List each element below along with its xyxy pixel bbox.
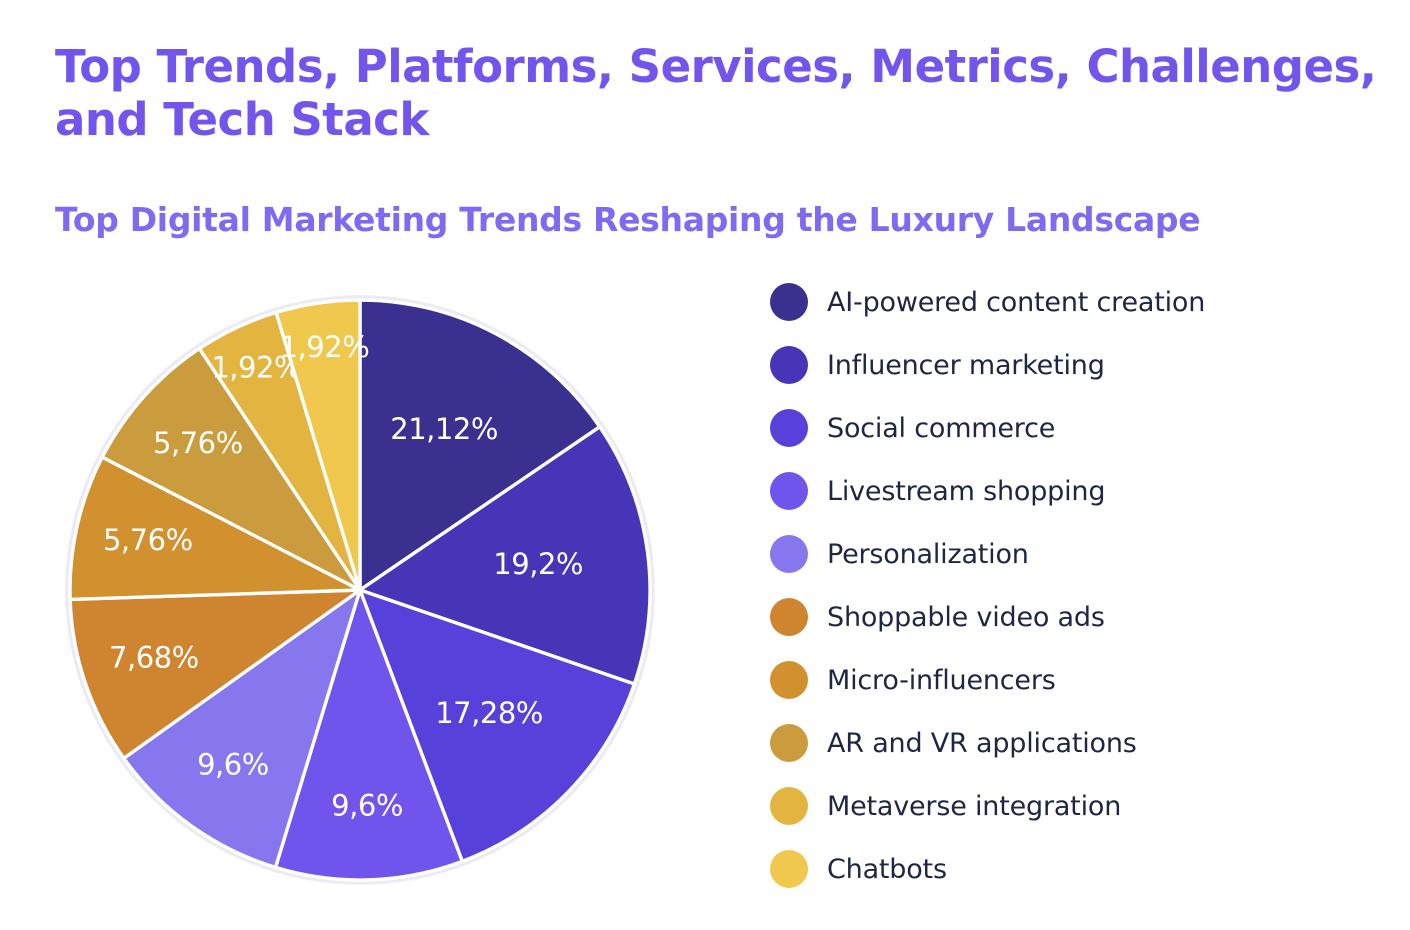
pie-slice-6 (68, 455, 362, 602)
legend-label: Shoppable video ads (827, 601, 1105, 633)
legend-dot-icon (770, 850, 808, 888)
pie-slice-9 (274, 298, 362, 592)
pie-slice-label-4: 9,6% (197, 748, 269, 782)
legend-dot-icon (770, 346, 808, 384)
legend-item-9: Chatbots (770, 850, 1205, 888)
legend-item-7: AR and VR applications (770, 724, 1205, 762)
pie-slice-label-2: 17,28% (435, 696, 543, 730)
pie-slice-label-9: 1,92% (280, 330, 370, 364)
chart-legend: AI-powered content creation Influencer ma… (770, 283, 1205, 913)
legend-dot-icon (770, 472, 808, 510)
pie-chart: 21,12% 19,2% 17,28% 9,6% 9,6% 7,68% 5,76% 5,76%… (65, 295, 655, 885)
chart-subtitle: Top Digital Marketing Trends Reshaping t… (55, 200, 1201, 239)
pie-chart-container: 21,12% 19,2% 17,28% 9,6% 9,6% 7,68% 5,76% 5,76%… (41, 271, 679, 909)
legend-label: Metaverse integration (827, 790, 1122, 822)
legend-dot-icon (770, 598, 808, 636)
legend-item-2: Social commerce (770, 409, 1205, 447)
pie-slice-label-1: 19,2% (493, 547, 583, 581)
legend-item-3: Livestream shopping (770, 472, 1205, 510)
pie-slice-label-6: 5,76% (103, 523, 193, 557)
legend-dot-icon (770, 724, 808, 762)
pie-slice-5 (68, 588, 362, 760)
legend-item-6: Micro-influencers (770, 661, 1205, 699)
pie-slice-0 (358, 298, 602, 592)
legend-item-4: Personalization (770, 535, 1205, 573)
pie-slice-label-3: 9,6% (331, 788, 403, 822)
pie-slice-label-7: 5,76% (153, 426, 243, 460)
legend-label: Influencer marketing (827, 349, 1105, 381)
page-title: Top Trends, Platforms, Services, Metrics… (55, 40, 1377, 147)
pie-slice-label-8: 1,92% (211, 351, 301, 385)
pie-slice-1 (358, 425, 652, 686)
pie-slice-4 (122, 588, 362, 870)
legend-item-0: AI-powered content creation (770, 283, 1205, 321)
page-title-line2: and Tech Stack (55, 93, 429, 147)
pie-slice-2 (358, 588, 637, 864)
legend-dot-icon (770, 787, 808, 825)
legend-label: Micro-influencers (827, 664, 1056, 696)
page-title-line1: Top Trends, Platforms, Services, Metrics… (55, 40, 1377, 93)
legend-label: Social commerce (827, 412, 1056, 444)
pie-slice-3 (273, 588, 464, 882)
legend-dot-icon (770, 283, 808, 321)
legend-label: Chatbots (827, 853, 947, 885)
pie-slice-label-5: 7,68% (109, 641, 199, 675)
legend-dot-icon (770, 661, 808, 699)
legend-label: Personalization (827, 538, 1029, 570)
legend-label: AR and VR applications (827, 727, 1137, 759)
legend-label: Livestream shopping (827, 475, 1106, 507)
legend-dot-icon (770, 409, 808, 447)
pie-slice-7 (100, 346, 362, 592)
legend-dot-icon (770, 535, 808, 573)
legend-item-1: Influencer marketing (770, 346, 1205, 384)
legend-label: AI-powered content creation (827, 286, 1206, 318)
pie-slice-label-0: 21,12% (390, 412, 498, 446)
legend-item-5: Shoppable video ads (770, 598, 1205, 636)
legend-item-8: Metaverse integration (770, 787, 1205, 825)
